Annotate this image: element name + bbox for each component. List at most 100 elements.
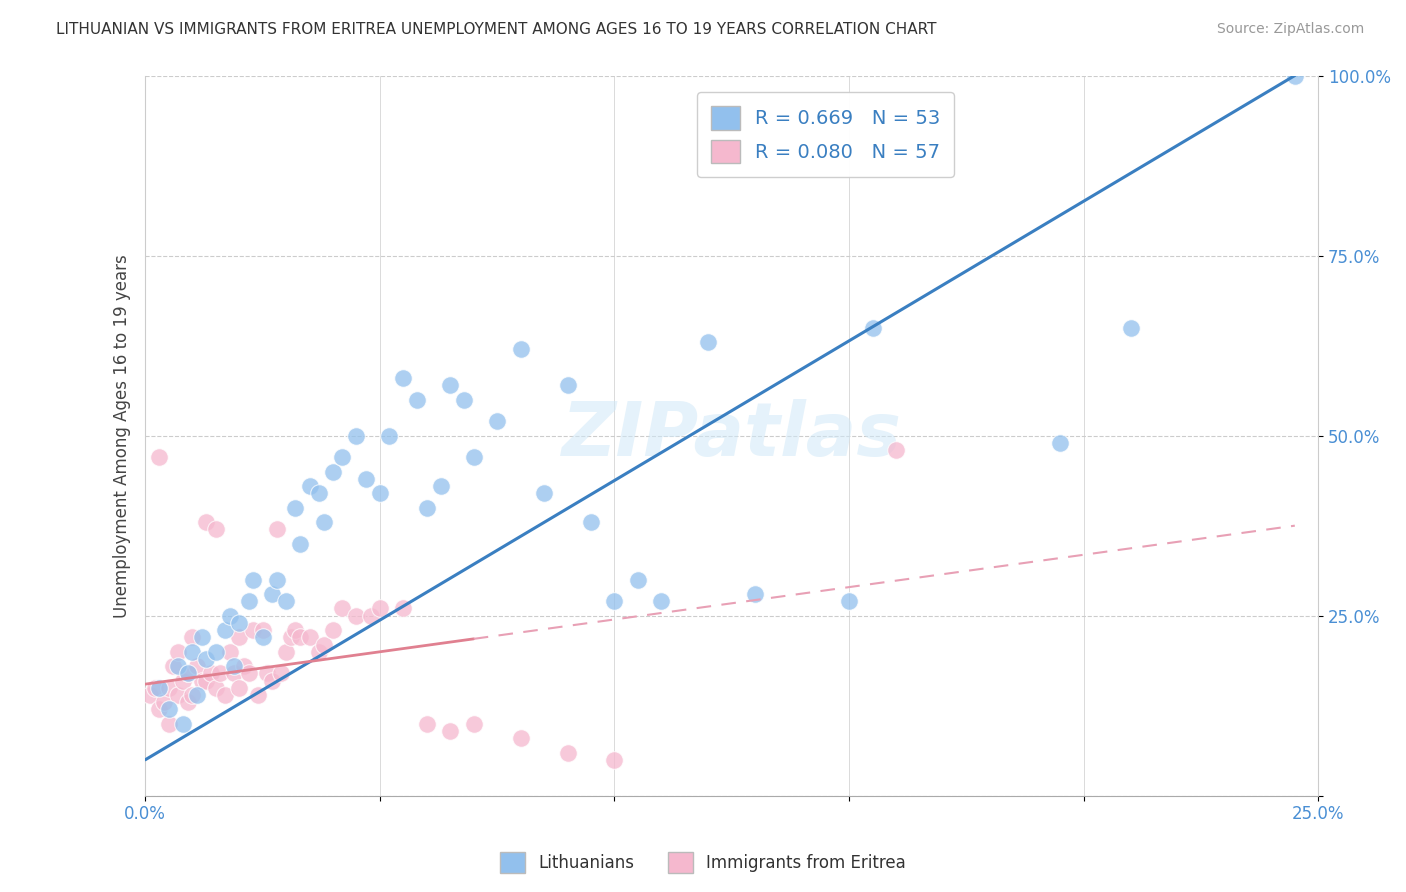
- Point: [270, 666, 292, 681]
- Point: [322, 465, 344, 479]
- Point: [439, 723, 461, 738]
- Point: [209, 666, 232, 681]
- Point: [242, 573, 264, 587]
- Point: [143, 681, 166, 695]
- Point: [288, 537, 311, 551]
- Point: [204, 522, 226, 536]
- Point: [288, 630, 311, 644]
- Point: [167, 688, 190, 702]
- Point: [557, 746, 579, 760]
- Point: [260, 587, 283, 601]
- Point: [195, 652, 218, 666]
- Point: [392, 601, 415, 615]
- Point: [238, 666, 260, 681]
- Point: [378, 428, 401, 442]
- Point: [162, 659, 184, 673]
- Point: [167, 659, 190, 673]
- Point: [190, 630, 212, 644]
- Point: [439, 378, 461, 392]
- Text: Source: ZipAtlas.com: Source: ZipAtlas.com: [1216, 22, 1364, 37]
- Point: [509, 342, 531, 356]
- Point: [204, 681, 226, 695]
- Point: [157, 681, 180, 695]
- Point: [744, 587, 766, 601]
- Point: [232, 659, 254, 673]
- Point: [256, 666, 278, 681]
- Point: [603, 753, 626, 767]
- Point: [298, 479, 321, 493]
- Point: [260, 673, 283, 688]
- Point: [172, 673, 194, 688]
- Point: [218, 645, 240, 659]
- Text: LITHUANIAN VS IMMIGRANTS FROM ERITREA UNEMPLOYMENT AMONG AGES 16 TO 19 YEARS COR: LITHUANIAN VS IMMIGRANTS FROM ERITREA UN…: [56, 22, 936, 37]
- Point: [392, 371, 415, 385]
- Point: [308, 486, 330, 500]
- Point: [181, 645, 204, 659]
- Point: [181, 630, 204, 644]
- Point: [246, 688, 269, 702]
- Point: [190, 673, 212, 688]
- Point: [627, 573, 650, 587]
- Point: [416, 716, 439, 731]
- Point: [252, 623, 274, 637]
- Point: [354, 472, 377, 486]
- Point: [157, 702, 180, 716]
- Point: [312, 638, 335, 652]
- Point: [368, 486, 391, 500]
- Point: [266, 522, 288, 536]
- Point: [322, 623, 344, 637]
- Point: [346, 428, 368, 442]
- Point: [557, 378, 579, 392]
- Point: [416, 500, 439, 515]
- Point: [176, 666, 198, 681]
- Point: [195, 673, 218, 688]
- Point: [509, 731, 531, 746]
- Point: [368, 601, 391, 615]
- Point: [214, 688, 236, 702]
- Point: [308, 645, 330, 659]
- Point: [697, 334, 720, 349]
- Point: [332, 601, 354, 615]
- Point: [650, 594, 672, 608]
- Point: [266, 573, 288, 587]
- Point: [195, 515, 218, 529]
- Point: [224, 666, 246, 681]
- Point: [186, 688, 208, 702]
- Point: [274, 645, 297, 659]
- Point: [284, 623, 307, 637]
- Legend: R = 0.669   N = 53, R = 0.080   N = 57: R = 0.669 N = 53, R = 0.080 N = 57: [697, 93, 955, 177]
- Point: [332, 450, 354, 465]
- Point: [884, 443, 907, 458]
- Point: [298, 630, 321, 644]
- Point: [280, 630, 302, 644]
- Point: [224, 659, 246, 673]
- Point: [186, 659, 208, 673]
- Point: [1119, 320, 1142, 334]
- Point: [1049, 435, 1071, 450]
- Point: [200, 666, 222, 681]
- Point: [218, 608, 240, 623]
- Point: [228, 681, 250, 695]
- Point: [148, 450, 170, 465]
- Point: [157, 716, 180, 731]
- Point: [284, 500, 307, 515]
- Point: [430, 479, 453, 493]
- Y-axis label: Unemployment Among Ages 16 to 19 years: Unemployment Among Ages 16 to 19 years: [114, 253, 131, 617]
- Point: [204, 645, 226, 659]
- Point: [214, 623, 236, 637]
- Point: [252, 630, 274, 644]
- Point: [228, 630, 250, 644]
- Point: [838, 594, 860, 608]
- Point: [181, 688, 204, 702]
- Point: [346, 608, 368, 623]
- Point: [406, 392, 429, 407]
- Point: [312, 515, 335, 529]
- Point: [486, 414, 509, 428]
- Point: [463, 716, 485, 731]
- Point: [176, 666, 198, 681]
- Legend: Lithuanians, Immigrants from Eritrea: Lithuanians, Immigrants from Eritrea: [494, 846, 912, 880]
- Point: [139, 688, 162, 702]
- Point: [238, 594, 260, 608]
- Point: [463, 450, 485, 465]
- Point: [603, 594, 626, 608]
